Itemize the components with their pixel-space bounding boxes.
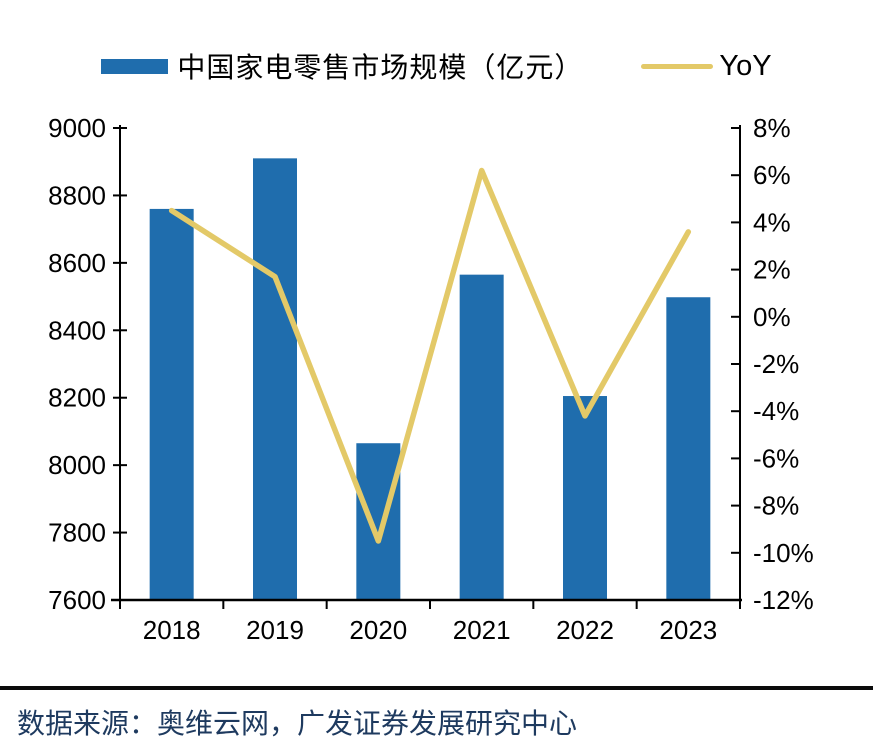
bar-2018 [149,208,194,600]
y-right-tick-label: 8% [753,113,791,143]
y-left-tick-label: 9000 [48,113,106,143]
y-right-tick-label: -6% [753,443,799,473]
line-series-label: YoY [719,49,772,82]
x-category-label: 2021 [453,615,511,645]
y-right-tick-label: -8% [753,491,799,521]
x-category-label: 2019 [246,615,304,645]
data-source-note: 数据来源：奥维云网，广发证券发展研究中心 [17,709,578,740]
y-right-tick-label: 0% [753,302,791,332]
bar-2022 [563,396,607,600]
y-right-tick-label: -12% [753,585,814,615]
yoy-line [168,167,692,544]
y-left-tick-label: 8600 [48,248,106,278]
y-left-tick-label: 8400 [48,315,106,345]
x-category-label: 2020 [349,615,407,645]
y-left-tick-label: 8000 [48,450,106,480]
bar-series-label: 中国家电零售市场规模（亿元） [177,52,584,83]
y-left-tick-label: 7600 [48,585,106,615]
y-left-tick-label: 8200 [48,383,106,413]
x-category-label: 2023 [659,615,717,645]
combo-chart: 9000 8800 8600 8400 8200 8000 7800 7600 8% 6% 4% 2%… [48,113,814,645]
y-right-tick-label: 6% [753,160,791,190]
bar-2023 [666,297,711,600]
y-right-tick-label: -2% [753,349,799,379]
bar-2021 [459,274,504,600]
y-left-tick-label: 8800 [48,180,106,210]
footer-divider-line [0,686,873,690]
y-right-tick-label: 4% [753,207,791,237]
bar-series-swatch [101,58,169,74]
chart-legend: 中国家电零售市场规模（亿元） YoY [0,49,873,83]
bar-2019 [253,158,297,601]
y-right-tick-label: -10% [753,538,814,568]
y-left-tick-label: 7800 [48,518,106,548]
y-right-tick-label: 2% [753,255,791,285]
y-right-tick-label: -4% [753,396,799,426]
line-series-swatch [641,63,714,69]
x-category-label: 2018 [143,615,201,645]
x-category-label: 2022 [556,615,614,645]
bar-2020 [356,443,401,600]
